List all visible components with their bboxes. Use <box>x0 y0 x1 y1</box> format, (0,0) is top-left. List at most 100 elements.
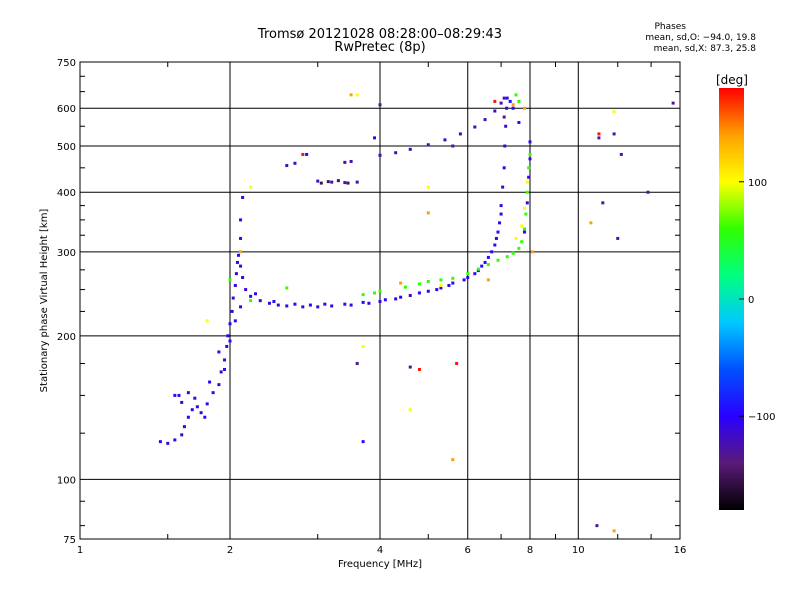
data-point <box>205 402 209 406</box>
data-point <box>403 285 407 289</box>
data-point <box>219 370 223 374</box>
data-point <box>285 286 289 290</box>
data-point <box>511 103 515 107</box>
data-point <box>514 93 518 97</box>
data-point <box>511 106 515 110</box>
data-point <box>355 361 359 365</box>
x-tick-label: 6 <box>465 545 471 556</box>
colorbar: 100 0 −100 [deg] <box>716 73 775 510</box>
data-point <box>373 291 377 295</box>
data-point <box>517 246 521 250</box>
data-point <box>523 227 527 231</box>
data-point <box>527 175 531 179</box>
data-point <box>426 185 430 189</box>
data-point <box>316 179 320 183</box>
data-point <box>378 300 382 304</box>
data-point <box>239 250 243 254</box>
data-point <box>462 278 466 282</box>
data-point <box>173 438 177 442</box>
data-point <box>451 276 455 280</box>
data-point <box>493 99 497 103</box>
data-point <box>612 132 616 136</box>
data-point <box>486 263 490 267</box>
data-point <box>499 204 503 208</box>
data-point <box>524 212 528 216</box>
y-tick-label: 400 <box>57 188 76 199</box>
data-point <box>493 109 497 113</box>
data-point <box>486 278 490 282</box>
data-point <box>330 304 334 308</box>
data-point <box>231 296 235 300</box>
data-point <box>473 272 477 276</box>
data-point <box>249 185 253 189</box>
data-point <box>228 339 232 343</box>
data-point <box>383 298 387 302</box>
x-tick-label: 10 <box>572 545 585 556</box>
data-point <box>249 294 253 298</box>
data-point <box>476 269 480 273</box>
data-point <box>597 136 601 140</box>
y-tick-label: 500 <box>57 142 76 153</box>
data-point <box>236 253 240 257</box>
data-point <box>349 93 353 97</box>
data-point <box>502 115 506 119</box>
data-point <box>514 236 518 240</box>
data-point <box>439 286 443 290</box>
data-point <box>499 101 503 105</box>
data-point <box>619 152 623 156</box>
data-point <box>451 281 455 285</box>
data-point <box>211 391 215 395</box>
data-point <box>223 358 227 362</box>
data-point <box>361 344 365 348</box>
data-point <box>417 291 421 295</box>
data-point <box>525 201 529 205</box>
data-point <box>234 272 238 276</box>
data-point <box>426 211 430 215</box>
data-point <box>466 276 470 280</box>
data-point <box>528 157 532 161</box>
x-tick-label: 8 <box>527 545 533 556</box>
data-point <box>285 164 289 168</box>
y-axis-label: Stationary phase Virtual Height [km] <box>39 209 50 393</box>
data-point <box>361 293 365 297</box>
data-point <box>173 393 177 397</box>
colorbar-tick-label: −100 <box>748 412 775 423</box>
data-point <box>502 166 506 170</box>
data-point <box>528 152 532 156</box>
data-point <box>166 441 170 445</box>
data-point <box>531 250 535 254</box>
data-point <box>473 125 477 129</box>
data-point <box>355 93 359 97</box>
data-point <box>203 415 207 419</box>
data-point <box>349 159 353 163</box>
data-point <box>226 334 230 338</box>
data-point <box>503 144 507 148</box>
data-point <box>408 147 412 151</box>
data-point <box>528 140 532 144</box>
data-point <box>244 288 248 292</box>
data-point <box>228 278 232 282</box>
data-point <box>293 161 297 165</box>
data-point <box>272 300 276 304</box>
data-point <box>239 218 243 222</box>
data-point <box>399 295 403 299</box>
data-point <box>447 283 451 287</box>
data-point <box>443 138 447 142</box>
data-point <box>235 260 239 264</box>
data-point <box>267 301 271 305</box>
data-point <box>225 344 229 348</box>
data-point <box>367 301 371 305</box>
x-tick-label: 16 <box>674 545 687 556</box>
data-point <box>233 319 237 323</box>
data-point <box>508 99 512 103</box>
data-point <box>517 121 521 125</box>
y-tick-label: 600 <box>57 104 76 115</box>
data-point <box>177 393 181 397</box>
data-point <box>527 166 531 170</box>
data-point <box>276 303 280 307</box>
data-point <box>517 99 521 103</box>
data-point <box>343 181 347 185</box>
data-point <box>253 292 257 296</box>
data-point <box>285 304 289 308</box>
